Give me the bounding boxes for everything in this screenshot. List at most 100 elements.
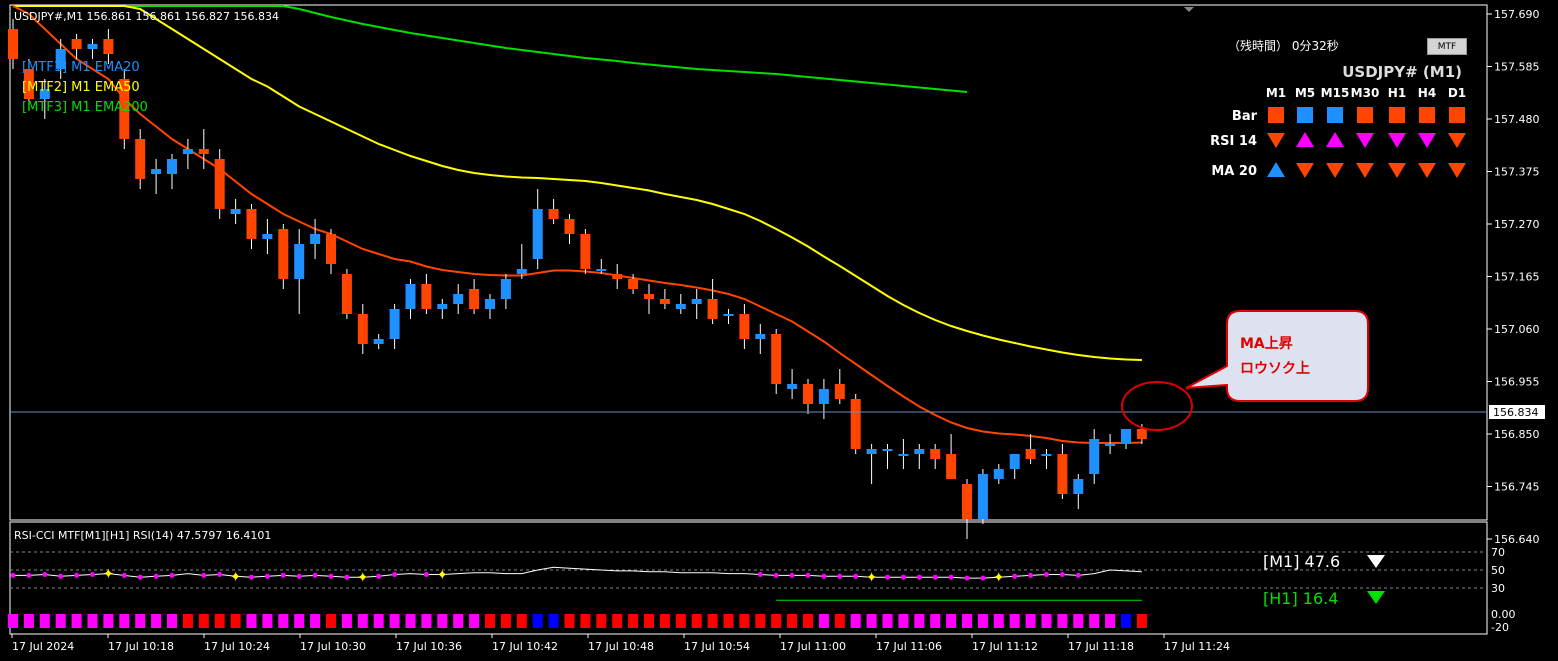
histogram-bar — [548, 614, 559, 628]
rsi-dot — [996, 574, 1002, 580]
price-tick-label: 157.585 — [1494, 61, 1540, 74]
price-tick-label: 157.060 — [1494, 323, 1540, 336]
rsi-dot — [1044, 572, 1049, 577]
histogram-bar — [55, 614, 66, 628]
histogram-bar — [1121, 614, 1131, 628]
star-icon: ✦ — [230, 569, 242, 585]
candle-body — [675, 304, 686, 309]
histogram-bar — [230, 614, 241, 628]
indicator-level-label: 50 — [1491, 564, 1505, 577]
bar-square-icon — [1419, 107, 1435, 123]
rsi-dot — [773, 572, 779, 578]
price-tick-label: 157.480 — [1494, 113, 1540, 126]
histogram-bar — [818, 614, 829, 628]
histogram-bar — [691, 614, 702, 628]
histogram-bar — [516, 614, 527, 628]
histogram-bar — [341, 614, 352, 628]
bar-square-icon — [1389, 107, 1405, 123]
price-tick-label: 157.375 — [1494, 166, 1540, 179]
candle-body — [644, 294, 654, 299]
bar-square-icon — [1327, 107, 1343, 123]
h1-down-icon — [1367, 591, 1385, 604]
candle-body — [341, 274, 352, 314]
candle-body — [389, 309, 400, 339]
shift-marker-icon[interactable] — [1184, 7, 1194, 12]
timeframe-header: H1 — [1388, 86, 1406, 100]
triangle-up-icon — [1326, 132, 1344, 147]
candle-body — [787, 384, 798, 389]
candle-body — [230, 209, 241, 214]
histogram-bar — [898, 614, 909, 628]
candle-body — [485, 299, 495, 309]
candle-body — [993, 469, 1004, 479]
histogram-bar — [1009, 614, 1020, 628]
candle-body — [373, 339, 384, 344]
histogram-bar — [628, 614, 639, 628]
candle-body — [834, 384, 845, 399]
bar-square-icon — [1268, 107, 1284, 123]
candle-body — [55, 49, 66, 69]
histogram-bar — [182, 614, 193, 628]
dashboard-row-label: MA 20 — [1211, 164, 1257, 179]
histogram — [8, 614, 1147, 628]
time-tick-label: 17 Jul 11:24 — [1164, 640, 1230, 653]
histogram-bar — [946, 614, 957, 628]
histogram-bar — [1041, 614, 1052, 628]
rsi-dot — [1059, 572, 1065, 577]
candle-body — [182, 149, 193, 154]
candle-body — [1105, 444, 1116, 446]
rsi-dot — [376, 573, 382, 579]
rsi-dot — [296, 573, 302, 579]
rsi-dot — [837, 573, 843, 579]
candle-body — [1121, 429, 1131, 444]
rsi-dot — [344, 574, 350, 580]
histogram-bar — [787, 614, 798, 628]
rsi-dot — [153, 573, 159, 579]
histogram-bar — [914, 614, 925, 628]
time-tick-label: 17 Jul 10:30 — [300, 640, 366, 653]
candle-body — [755, 334, 766, 339]
candle-body — [87, 44, 98, 49]
candle-body — [850, 399, 861, 449]
m1-rsi-line — [13, 566, 1142, 579]
mtf-button[interactable]: MTF — [1427, 38, 1467, 55]
histogram-bar — [485, 614, 495, 628]
price-tick-label: 156.955 — [1494, 376, 1540, 389]
histogram-bar — [214, 614, 225, 628]
bar-square-icon — [1449, 107, 1465, 123]
histogram-bar — [723, 614, 734, 628]
legend-ema50: [MTF2] M1 EMA50 — [22, 80, 140, 95]
price-tick-label: 156.745 — [1494, 481, 1540, 494]
time-tick-label: 17 Jul 11:18 — [1068, 640, 1134, 653]
candle-body — [103, 39, 114, 54]
histogram-bar — [151, 614, 162, 628]
rsi-dot — [805, 572, 811, 578]
h1-rsi-label: [H1] 16.4 — [1263, 589, 1338, 608]
rsi-dot — [1028, 572, 1034, 578]
candle-body — [469, 289, 480, 309]
time-tick-label: 17 Jul 10:36 — [396, 640, 462, 653]
candle-body — [1025, 449, 1036, 459]
legend-ema20: [MTF1] M1 EMA20 — [22, 60, 140, 75]
candle-body — [691, 299, 702, 304]
histogram-bar — [1089, 614, 1100, 628]
histogram-bar — [23, 614, 34, 628]
rsi-dot — [1075, 572, 1081, 578]
candle-body — [659, 299, 670, 304]
histogram-bar — [675, 614, 686, 628]
candle-body — [1089, 439, 1100, 474]
triangle-down-icon — [1448, 163, 1466, 178]
time-tick-label: 17 Jul 10:24 — [204, 640, 270, 653]
histogram-bar — [405, 614, 416, 628]
legend-ema200: [MTF3] M1 EMA200 — [22, 100, 148, 115]
histogram-bar — [71, 614, 82, 628]
histogram-bar — [310, 614, 321, 628]
time-tick-label: 17 Jul 11:06 — [876, 640, 942, 653]
rsi-dot — [885, 574, 890, 580]
candle-body — [357, 314, 368, 344]
candle-body — [707, 299, 718, 319]
histogram-bar — [564, 614, 575, 628]
main-chart-frame — [9, 4, 1488, 521]
